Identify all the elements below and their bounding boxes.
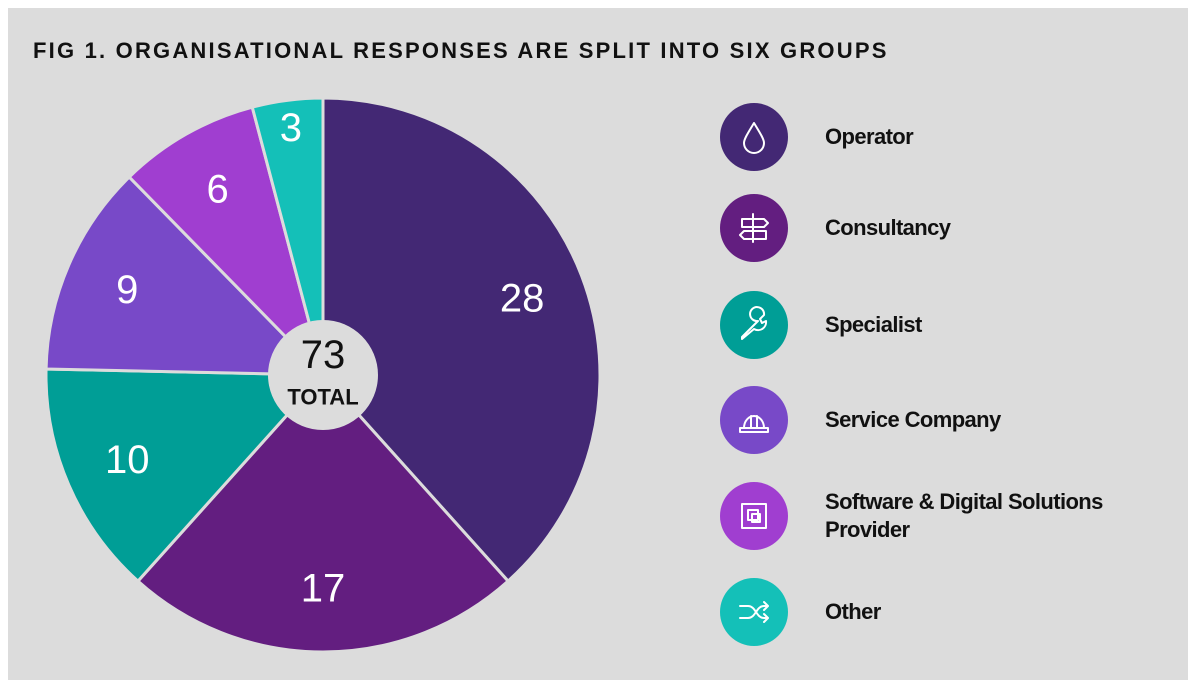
legend-icon [720, 482, 788, 550]
legend-label: Other [825, 599, 881, 624]
legend-icon [720, 103, 788, 171]
total-value: 73 [301, 333, 346, 377]
slice-label: 17 [301, 566, 346, 610]
pie-slice [321, 96, 602, 584]
legend-label: Operator [825, 124, 914, 149]
slice-label: 9 [116, 268, 138, 312]
pie-slice [250, 96, 325, 376]
chart-title: FIG 1. ORGANISATIONAL RESPONSES ARE SPLI… [33, 38, 889, 63]
slice-label: 3 [280, 106, 302, 150]
slice-label: 6 [207, 168, 229, 212]
slice-label: 10 [105, 438, 150, 482]
legend-label: Service Company [825, 407, 1001, 432]
slice-label: 28 [500, 277, 545, 321]
pie-slice [44, 174, 327, 377]
pie-slice [127, 105, 326, 381]
pie-slice [135, 372, 511, 654]
legend-glyph [739, 415, 769, 433]
legend-glyph [739, 213, 769, 243]
legend-glyph [741, 306, 768, 340]
legend-label: Consultancy [825, 215, 951, 240]
center-circle [268, 320, 378, 430]
legend-icon [720, 578, 788, 646]
pie-slice [44, 367, 327, 584]
legend-glyph [741, 503, 767, 529]
total-label: TOTAL [287, 385, 358, 410]
legend-label: Specialist [825, 312, 922, 337]
legend-label: Software & Digital Solutions Provider [825, 489, 1103, 542]
legend-glyph [743, 122, 765, 154]
legend-glyph [739, 601, 769, 623]
legend-icon [720, 386, 788, 454]
